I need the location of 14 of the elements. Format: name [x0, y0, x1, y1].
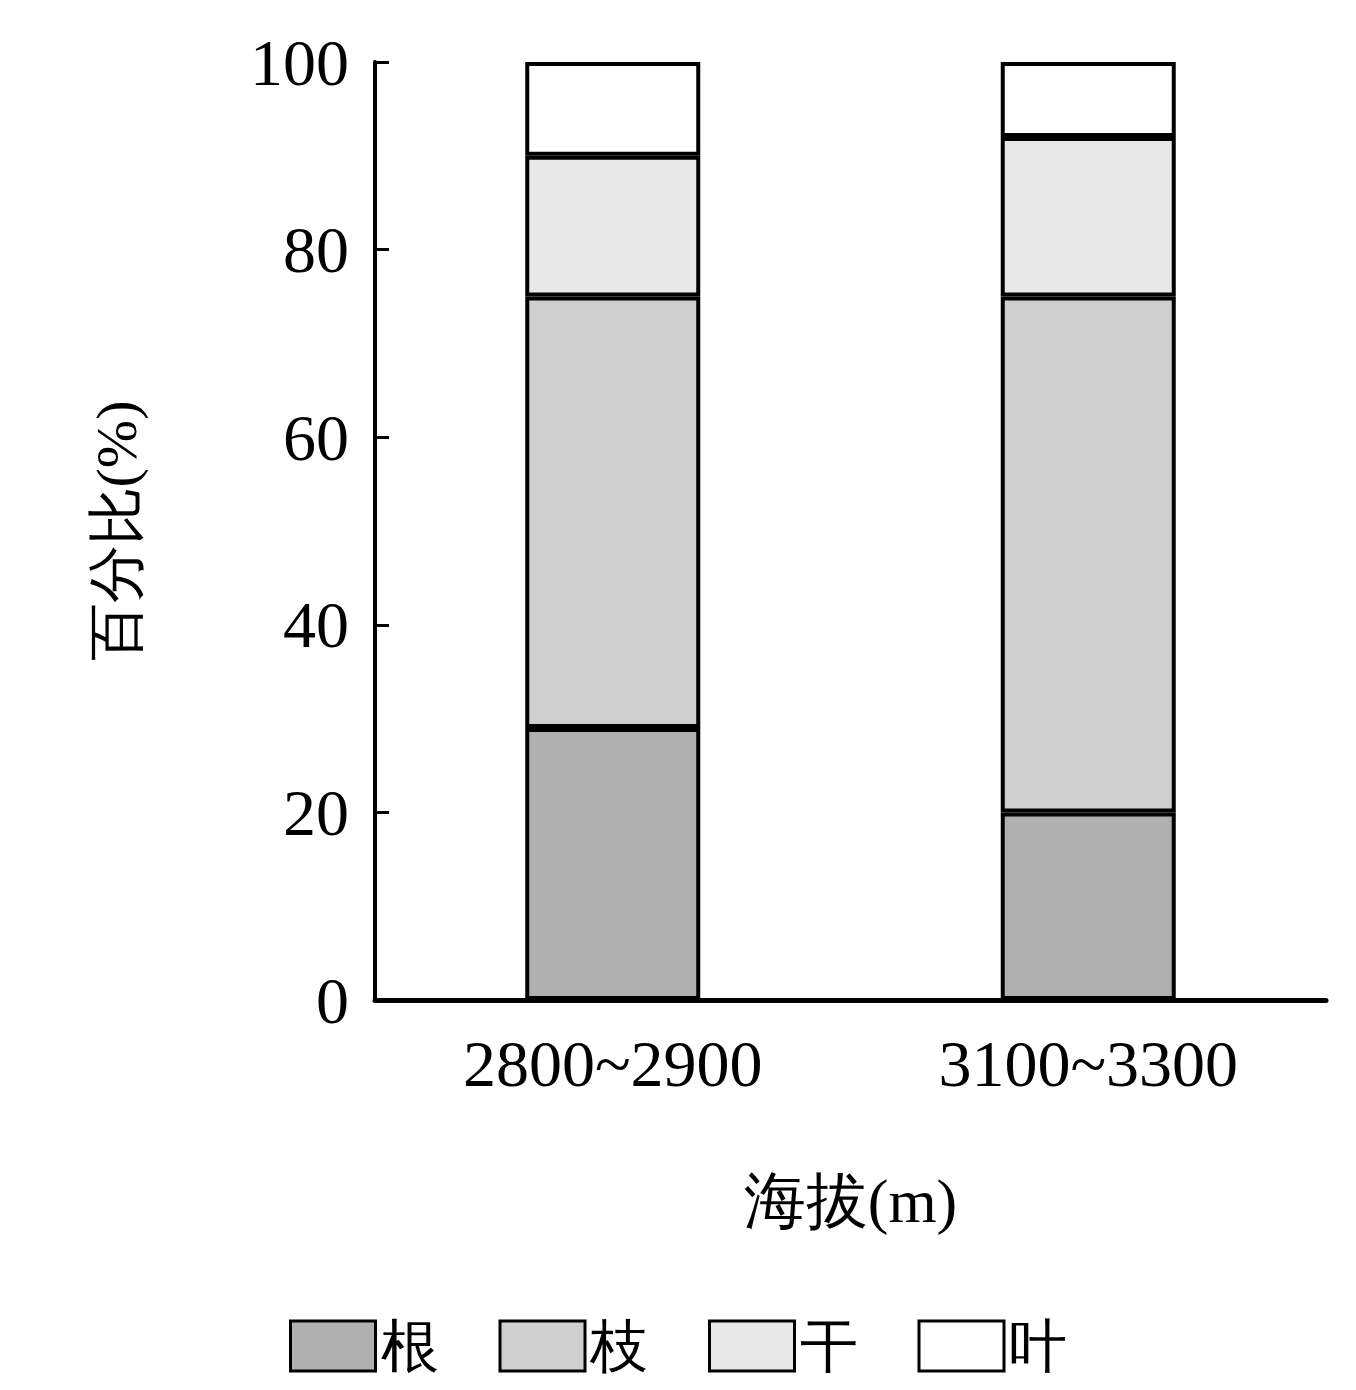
- legend-label: 枝: [589, 1313, 648, 1379]
- y-tick-label: 100: [250, 25, 349, 99]
- legend-label: 叶: [1009, 1313, 1067, 1379]
- x-axis-title: 海拔(m): [743, 1167, 958, 1236]
- legend-label: 根: [380, 1313, 439, 1379]
- x-tick-label: 3100~3300: [938, 1026, 1239, 1100]
- y-tick-label: 0: [316, 963, 349, 1037]
- y-tick-label: 80: [283, 213, 349, 287]
- legend-label: 干: [799, 1313, 858, 1379]
- y-tick-label: 60: [283, 400, 349, 474]
- y-tick-label: 20: [283, 775, 349, 849]
- y-tick-label: 40: [283, 588, 349, 662]
- x-tick-label: 2800~2900: [462, 1026, 763, 1100]
- y-axis-title: 百分比(%): [83, 400, 149, 662]
